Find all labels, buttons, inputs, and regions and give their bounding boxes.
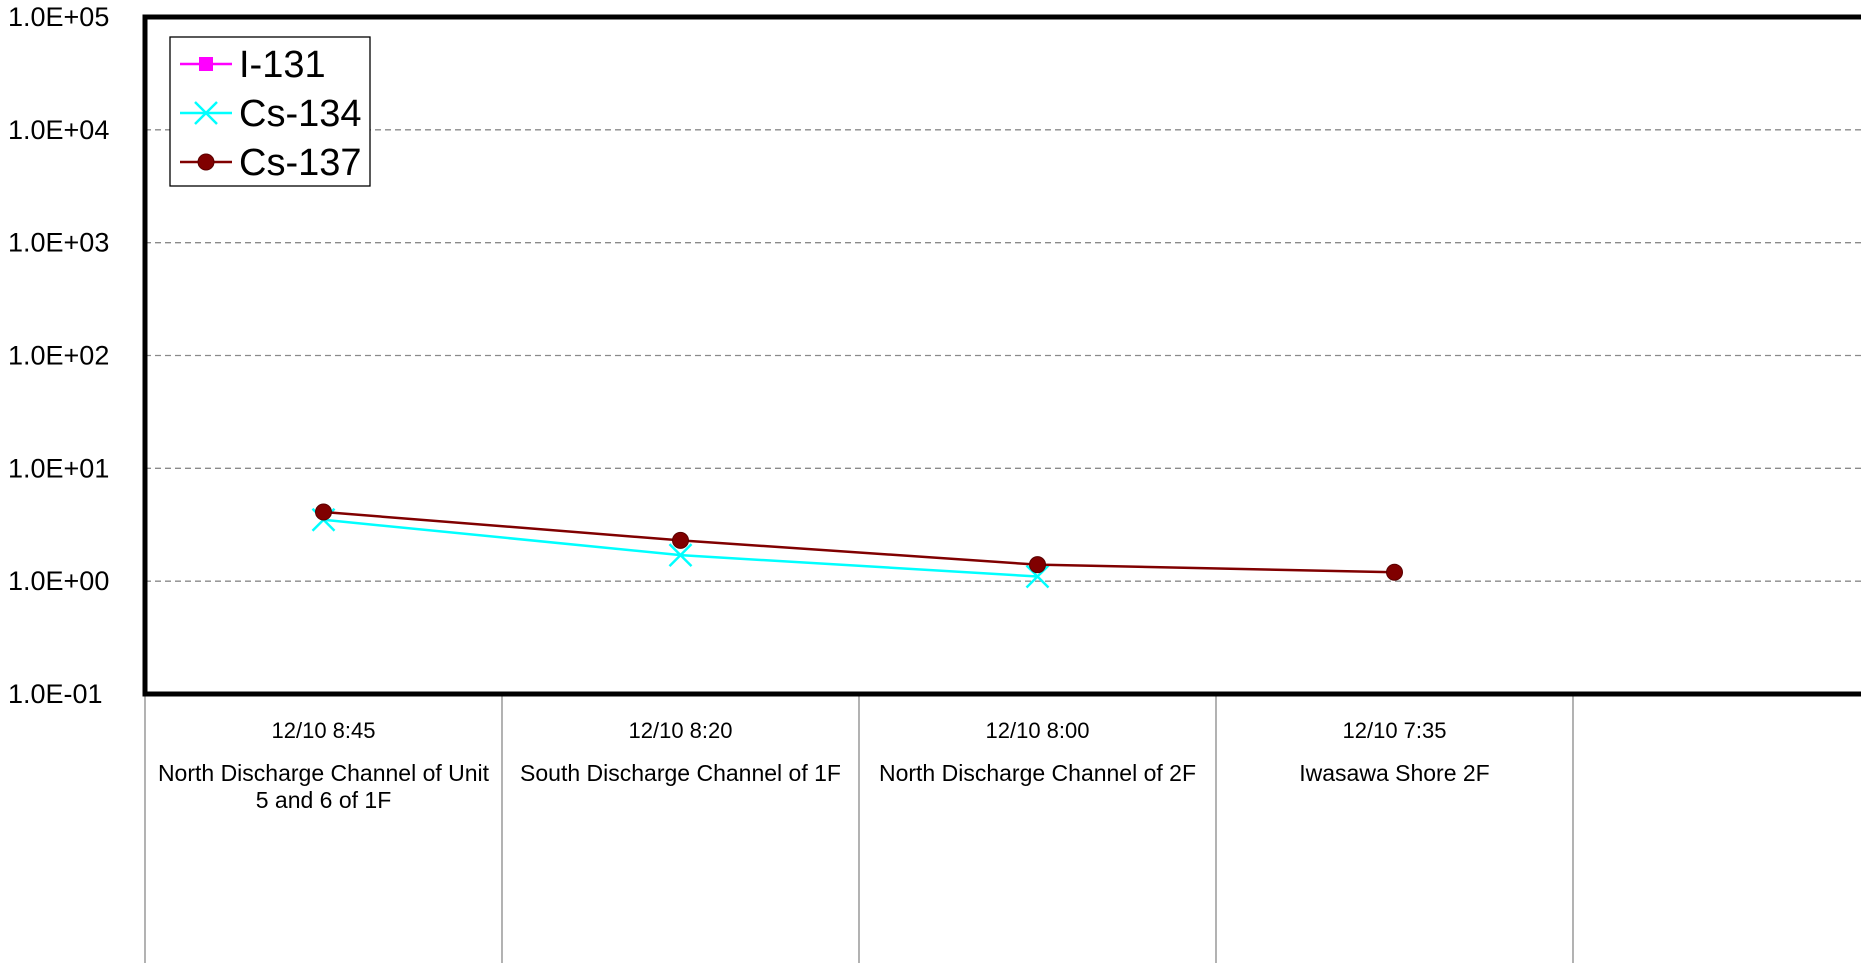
y-tick-label: 1.0E+01 [8, 453, 109, 483]
y-tick-label: 1.0E+00 [8, 566, 109, 596]
legend-label: I-131 [239, 44, 326, 86]
grid-lines [145, 129, 1861, 582]
series-layer [311, 503, 1403, 589]
data-point [315, 503, 332, 521]
legend-marker [194, 101, 218, 125]
x-tick-location: Iwasawa Shore 2F [1299, 760, 1489, 786]
series-line [323, 510, 1395, 574]
plot-area-frame [142, 14, 1861, 697]
legend-label: Cs-137 [239, 142, 362, 184]
x-axis-labels: 12/10 8:45 North Discharge Channel of Uni… [158, 718, 1490, 813]
x-tick-time: 12/10 8:00 [986, 718, 1090, 743]
y-tick-label: 1.0E+04 [8, 115, 109, 145]
legend-label: Cs-134 [239, 93, 362, 135]
data-point [1025, 564, 1050, 589]
legend-item: Cs-137 [180, 142, 362, 184]
data-point [1029, 556, 1046, 574]
y-tick-label: 1.0E+05 [8, 2, 109, 32]
x-tick-time: 12/10 7:35 [1343, 718, 1447, 743]
legend: I-131 Cs-134 Cs-137 [169, 36, 371, 187]
x-tick-location: South Discharge Channel of 1F [520, 760, 841, 786]
x-axis-dividers [144, 694, 1574, 963]
series-cs-137 [315, 503, 1403, 581]
y-tick-label: 1.0E-01 [8, 679, 103, 709]
legend-marker [199, 57, 213, 71]
data-point [672, 531, 689, 549]
y-axis-tick-labels: 1.0E-01 1.0E+00 1.0E+01 1.0E+02 1.0E+03 1.0E+… [8, 2, 109, 709]
data-point [668, 543, 693, 568]
x-tick-location-line2: 5 and 6 of 1F [256, 787, 392, 813]
legend-item: I-131 [180, 44, 326, 86]
x-tick-location: North Discharge Channel of 2F [879, 760, 1196, 786]
x-tick-location: North Discharge Channel of Unit [158, 760, 490, 786]
data-point [1386, 563, 1403, 581]
legend-marker [197, 153, 215, 171]
y-tick-label: 1.0E+03 [8, 228, 109, 258]
x-tick-time: 12/10 8:20 [629, 718, 733, 743]
y-tick-label: 1.0E+02 [8, 341, 109, 371]
x-tick-time: 12/10 8:45 [272, 718, 376, 743]
legend-item: Cs-134 [180, 93, 362, 135]
